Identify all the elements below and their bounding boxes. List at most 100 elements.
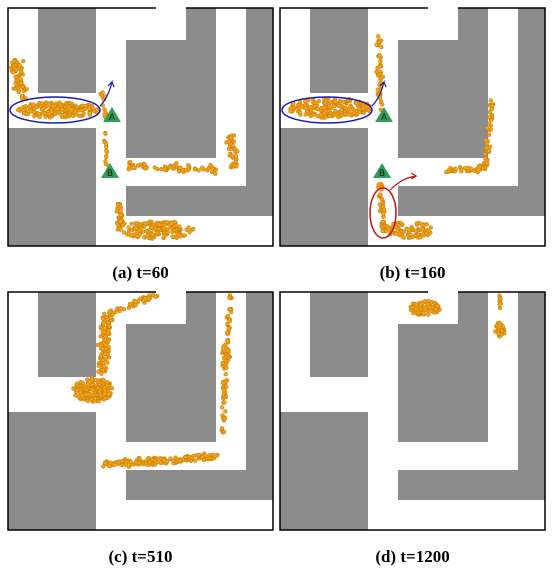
agent <box>381 211 386 216</box>
agent <box>424 231 429 236</box>
agent <box>227 295 232 300</box>
agent <box>297 110 303 115</box>
agent <box>174 160 179 166</box>
agent <box>303 99 308 104</box>
agent <box>170 234 175 239</box>
agent <box>186 225 191 230</box>
agent <box>459 169 464 174</box>
wall <box>8 128 96 246</box>
agent <box>196 168 202 173</box>
agent <box>57 103 63 108</box>
agent <box>28 108 33 114</box>
agent <box>221 346 226 351</box>
agent <box>157 222 162 227</box>
agent <box>396 223 402 228</box>
panel-caption: (c) t=510 <box>109 547 173 566</box>
agent <box>118 212 123 218</box>
agent <box>378 58 383 64</box>
agent <box>119 462 125 468</box>
agent <box>413 306 419 311</box>
agent <box>231 162 237 168</box>
wall <box>458 8 488 40</box>
agent <box>226 146 232 152</box>
agent <box>100 360 105 366</box>
agent <box>343 111 348 117</box>
agent <box>102 326 108 331</box>
panel-border <box>7 291 274 531</box>
agent <box>394 231 399 236</box>
wall <box>280 412 368 530</box>
agent <box>488 127 494 132</box>
agent <box>227 152 233 157</box>
agent <box>105 360 110 365</box>
agent <box>134 230 139 235</box>
agent <box>101 377 106 383</box>
agent <box>126 225 131 230</box>
agent <box>21 58 26 64</box>
agent <box>83 103 88 109</box>
agent <box>102 311 107 316</box>
agent <box>410 305 415 310</box>
agent <box>76 394 82 399</box>
panel: AB <box>7 6 274 247</box>
agent <box>20 84 25 89</box>
agent <box>418 235 423 240</box>
agent <box>133 303 138 308</box>
agent <box>489 103 495 108</box>
agent <box>155 460 160 465</box>
agent <box>144 165 149 170</box>
wall <box>518 8 545 216</box>
agent <box>177 458 183 463</box>
agent <box>109 386 115 391</box>
agent <box>106 328 111 333</box>
agent <box>148 219 153 224</box>
agent <box>328 110 333 116</box>
wall <box>458 292 488 324</box>
agent <box>206 166 211 171</box>
agent <box>230 143 235 148</box>
agent <box>220 360 225 366</box>
agent <box>140 229 145 234</box>
agent <box>222 400 227 405</box>
agent <box>77 113 82 118</box>
agent <box>427 305 433 310</box>
agent <box>428 225 433 230</box>
agent <box>86 392 91 397</box>
agent <box>168 456 173 461</box>
agent <box>23 104 28 109</box>
agent <box>346 112 351 117</box>
agent <box>106 392 111 397</box>
agent <box>101 464 106 469</box>
agent <box>42 111 47 116</box>
agent <box>98 353 104 358</box>
agent <box>221 387 226 393</box>
wall <box>310 8 368 93</box>
agent <box>97 389 102 394</box>
arrow <box>99 80 115 107</box>
wall <box>38 292 96 377</box>
agent <box>161 226 167 232</box>
agent <box>128 301 133 307</box>
agent <box>96 363 101 368</box>
agent <box>497 302 502 307</box>
wall <box>8 412 96 530</box>
agent <box>453 166 458 171</box>
agent <box>303 112 308 117</box>
agent <box>165 230 170 235</box>
agent <box>323 115 328 120</box>
agent <box>86 106 92 111</box>
agent <box>426 298 431 304</box>
agent <box>502 331 507 336</box>
agent <box>486 115 492 120</box>
highlight-ellipse <box>9 96 101 124</box>
agent <box>146 296 151 301</box>
agent <box>100 368 106 373</box>
agent <box>408 232 413 238</box>
agent <box>311 112 316 117</box>
agent <box>199 454 205 459</box>
agent <box>118 208 123 213</box>
agent <box>333 108 338 114</box>
agent <box>227 318 232 324</box>
agent <box>173 223 178 228</box>
agent <box>103 342 108 348</box>
